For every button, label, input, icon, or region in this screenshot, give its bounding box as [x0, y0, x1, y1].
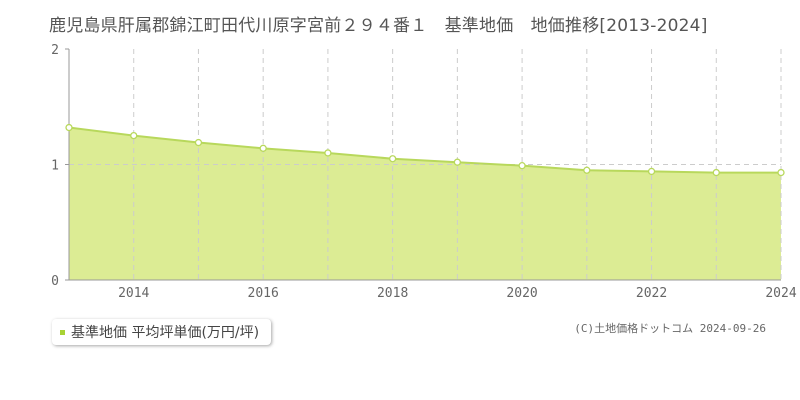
data-point	[647, 167, 656, 176]
legend-marker	[60, 329, 65, 335]
y-tick-label: 0	[51, 274, 59, 289]
x-tick-label: 2022	[636, 286, 667, 301]
x-tick-label: 2016	[248, 286, 279, 301]
x-tick-label: 2024	[765, 286, 796, 301]
copyright-text: (C)土地価格ドットコム 2024-09-26	[574, 322, 766, 335]
legend-label: 基準地価 平均坪単価(万円/坪)	[71, 325, 260, 341]
data-point	[518, 162, 526, 170]
data-point	[388, 155, 397, 163]
data-point	[259, 144, 267, 152]
data-point	[777, 168, 785, 177]
series-line	[68, 126, 781, 174]
x-tick-label: 2014	[118, 286, 149, 301]
data-point	[65, 123, 73, 132]
area-fill	[69, 127, 781, 280]
data-point	[583, 166, 591, 174]
x-tick-label: 2020	[506, 286, 537, 301]
legend: 基準地価 平均坪単価(万円/坪)	[52, 319, 272, 345]
data-point	[453, 158, 462, 166]
data-point	[712, 168, 720, 177]
y-tick-label: 1	[51, 159, 59, 174]
data-point	[194, 138, 203, 147]
y-tick-label: 2	[51, 43, 59, 58]
x-tick-label: 2018	[377, 286, 408, 301]
data-point	[130, 131, 138, 140]
data-point	[324, 149, 332, 157]
chart-title: 鹿児島県肝属郡錦江町田代川原字宮前２９４番１ 基準地価 地価推移[2013-20…	[49, 16, 708, 36]
